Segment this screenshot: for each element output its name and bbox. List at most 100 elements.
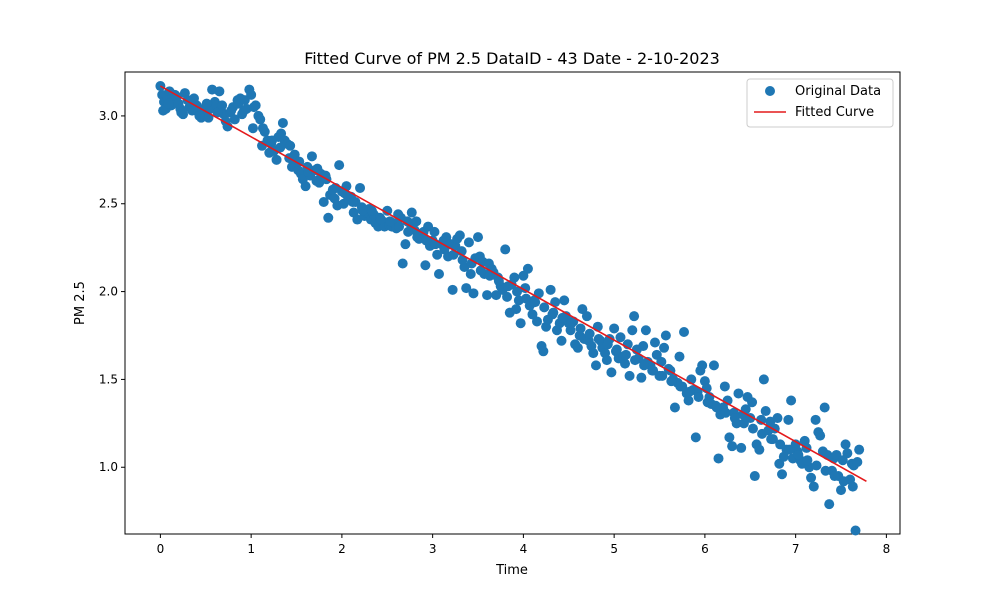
- data-point: [201, 98, 212, 109]
- data-point: [566, 318, 577, 329]
- data-point: [275, 142, 286, 153]
- data-point: [572, 342, 583, 353]
- data-point: [375, 214, 386, 225]
- data-point: [584, 328, 595, 339]
- data-point: [674, 351, 685, 362]
- data-point: [217, 100, 228, 111]
- y-axis-ticks: 1.0 1.5 2.0 2.5 3.0: [99, 109, 125, 474]
- x-tick-label: 7: [792, 542, 800, 556]
- data-point: [257, 123, 268, 134]
- data-point: [624, 370, 635, 381]
- data-point: [545, 284, 556, 295]
- data-point: [581, 311, 592, 322]
- data-point: [493, 276, 504, 287]
- data-point: [657, 370, 668, 381]
- data-point: [194, 110, 205, 121]
- data-point: [786, 395, 797, 406]
- data-point: [766, 434, 777, 445]
- data-point: [615, 332, 626, 343]
- data-point: [756, 414, 767, 425]
- data-point: [620, 358, 631, 369]
- data-point: [323, 212, 334, 223]
- data-point: [357, 205, 368, 216]
- data-point: [176, 107, 187, 118]
- data-point: [702, 397, 713, 408]
- data-point: [747, 423, 758, 434]
- y-tick-label: 2.5: [99, 197, 118, 211]
- data-point: [520, 283, 531, 294]
- y-axis-label: PM 2.5: [73, 281, 88, 325]
- x-tick-label: 3: [429, 542, 437, 556]
- data-point: [675, 381, 686, 392]
- data-point: [708, 360, 719, 371]
- data-point: [777, 469, 788, 480]
- data-point: [630, 355, 641, 366]
- data-point: [793, 449, 804, 460]
- legend-label-original-data: Original Data: [795, 84, 881, 99]
- data-point: [406, 207, 417, 218]
- data-point: [397, 258, 408, 269]
- data-point: [683, 395, 694, 406]
- data-point: [214, 86, 225, 97]
- x-tick-label: 5: [610, 542, 618, 556]
- data-point: [736, 442, 747, 453]
- y-tick-label: 2.0: [99, 285, 118, 299]
- data-point: [639, 360, 650, 371]
- y-tick-label: 3.0: [99, 109, 118, 123]
- data-point: [611, 344, 622, 355]
- data-point: [484, 270, 495, 281]
- x-tick-label: 0: [157, 542, 165, 556]
- data-point: [355, 182, 366, 193]
- x-tick-label: 8: [883, 542, 891, 556]
- data-point: [502, 291, 513, 302]
- data-point: [530, 297, 541, 308]
- data-point: [421, 235, 432, 246]
- data-point: [461, 283, 472, 294]
- data-point: [808, 481, 819, 492]
- data-point: [711, 402, 722, 413]
- x-tick-label: 1: [247, 542, 255, 556]
- data-point: [772, 413, 783, 424]
- data-point: [784, 444, 795, 455]
- data-point: [412, 232, 423, 243]
- data-point: [384, 216, 395, 227]
- data-point: [852, 456, 863, 467]
- x-axis-label: Time: [495, 563, 528, 578]
- data-point: [559, 295, 570, 306]
- data-point: [334, 160, 345, 171]
- data-point: [719, 381, 730, 392]
- data-point: [475, 265, 486, 276]
- data-point: [394, 221, 405, 232]
- data-point: [158, 105, 169, 116]
- scatter-points: [155, 81, 865, 536]
- data-point: [550, 297, 561, 308]
- data-point: [638, 341, 649, 352]
- data-point: [312, 163, 323, 174]
- data-point: [729, 413, 740, 424]
- data-point: [318, 196, 329, 207]
- x-tick-label: 4: [520, 542, 528, 556]
- data-point: [659, 342, 670, 353]
- data-point: [222, 121, 233, 132]
- data-point: [684, 386, 695, 397]
- data-point: [548, 307, 559, 318]
- data-point: [515, 318, 526, 329]
- data-point: [163, 98, 174, 109]
- data-point: [226, 105, 237, 116]
- data-point: [847, 481, 858, 492]
- data-point: [432, 249, 443, 260]
- data-point: [842, 448, 853, 459]
- data-point: [629, 311, 640, 322]
- data-point: [509, 272, 520, 283]
- data-point: [749, 471, 760, 482]
- data-point: [757, 428, 768, 439]
- legend-box: [746, 78, 894, 128]
- plot-frame: [124, 71, 901, 535]
- data-point: [679, 326, 690, 337]
- data-point: [609, 323, 620, 334]
- data-point: [690, 432, 701, 443]
- data-point: [454, 230, 465, 241]
- data-point: [588, 348, 599, 359]
- fitted-curve-layer: [160, 85, 867, 482]
